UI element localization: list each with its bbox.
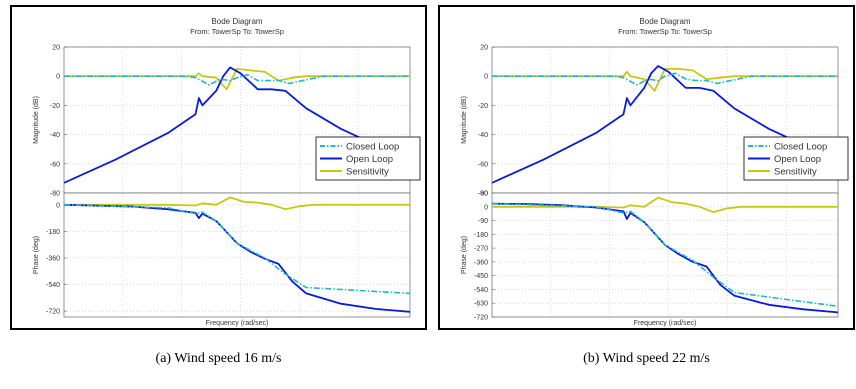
chart-a-phase-ytick-label: -180 <box>46 229 60 236</box>
caption-a: (a) Wind speed 16 m/s <box>155 351 282 366</box>
chart-a-subtitle: From: TowerSp To: TowerSp <box>190 27 284 36</box>
chart-b-magnitude-ytick-label: 20 <box>480 45 488 52</box>
chart-b-phase-ytick-label: -720 <box>474 315 488 322</box>
chart-b-phase-ytick-label: 90 <box>480 191 488 198</box>
chart-a-magnitude-ylabel: Magnitude (dB) <box>33 96 40 144</box>
chart-a-magnitude-ytick-label: 20 <box>52 45 60 52</box>
bode-chart-a: Bode Diagram From: TowerSp To: TowerSp 20 0… <box>10 5 427 330</box>
chart-b-magnitude-ytick-label: -80 <box>478 191 488 198</box>
chart-a-phase-ytick-label: -720 <box>46 309 60 316</box>
chart-a-phase-series-sensitivity <box>64 196 410 211</box>
chart-b-legend-label-sensitivity: Sensitivity <box>774 167 817 178</box>
chart-a-phase-series-closed-loop <box>64 204 410 295</box>
chart-a-magnitude-series-group <box>64 66 410 184</box>
chart-a-magnitude-series-sensitivity <box>64 68 410 91</box>
chart-b-magnitude-series-group <box>492 65 838 184</box>
chart-b-legend-label-open-loop: Open Loop <box>774 154 821 165</box>
chart-b-magnitude-ytick-label: -60 <box>478 161 488 168</box>
chart-a-magnitude-series-closed-loop <box>64 73 410 86</box>
chart-a-magnitude-ytick-label: -40 <box>50 132 60 139</box>
bode-chart-b: Bode Diagram From: TowerSp To: TowerSp 20 0… <box>438 5 855 330</box>
chart-a-phase-plot-area <box>64 193 410 317</box>
chart-b-phase-ytick-label: -180 <box>474 232 488 239</box>
chart-b-magnitude-series-sensitivity <box>492 68 838 92</box>
chart-a-legend-label-open-loop: Open Loop <box>346 154 393 165</box>
chart-b-phase-ytick-label: 0 <box>484 204 488 211</box>
chart-a-xlabel: Frequency (rad/sec) <box>206 320 269 327</box>
chart-a-phase-ytick-label: -360 <box>46 255 60 262</box>
chart-a-legend-label-sensitivity: Sensitivity <box>346 167 389 178</box>
chart-b-phase-series-sensitivity <box>492 196 838 214</box>
chart-b-phase-ytick-label: -90 <box>478 218 488 225</box>
chart-b-magnitude-series-closed-loop <box>492 72 838 86</box>
chart-b-phase-series-group <box>492 196 838 314</box>
chart-a-phase-series-group <box>64 196 410 313</box>
chart-b-magnitude-ytick-label: -40 <box>478 132 488 139</box>
chart-a-phase-frame <box>63 192 411 318</box>
chart-a-magnitude-ytick-label: -20 <box>50 103 60 110</box>
chart-a-phase-ylabel: Phase (deg) <box>33 236 40 274</box>
caption-b: (b) Wind speed 22 m/s <box>583 351 710 366</box>
chart-a-magnitude-series-open-loop <box>64 66 410 184</box>
chart-b-magnitude-ytick-label: 0 <box>484 74 488 81</box>
chart-a-magnitude-ytick-label: 0 <box>56 74 60 81</box>
chart-b-magnitude-series-open-loop <box>492 65 838 184</box>
chart-b-legend-label-closed-loop: Closed Loop <box>774 142 827 153</box>
chart-a-magnitude-ytick-label: -60 <box>50 161 60 168</box>
chart-b-phase-ytick-label: -450 <box>474 273 488 280</box>
chart-b-phase-ylabel: Phase (deg) <box>461 236 468 274</box>
chart-a-phase-ytick-label: -540 <box>46 282 60 289</box>
chart-a-magnitude-ytick-label: -80 <box>50 191 60 198</box>
chart-b-phase-ytick-label: -360 <box>474 259 488 266</box>
chart-b-phase-series-closed-loop <box>492 202 838 308</box>
chart-a-title: Bode Diagram <box>211 17 262 26</box>
chart-b-phase-ytick-label: -270 <box>474 246 488 253</box>
chart-b-title: Bode Diagram <box>639 17 690 26</box>
chart-a-legend-label-closed-loop: Closed Loop <box>346 142 399 153</box>
chart-b-phase-ytick-label: -630 <box>474 301 488 308</box>
chart-b-xlabel: Frequency (rad/sec) <box>634 320 697 327</box>
chart-b-magnitude-ytick-label: -20 <box>478 103 488 110</box>
chart-a-phase-ytick-label: 0 <box>56 202 60 209</box>
chart-b-phase-frame <box>491 192 839 318</box>
chart-b-phase-plot-area <box>492 193 838 317</box>
chart-b-subtitle: From: TowerSp To: TowerSp <box>618 27 712 36</box>
chart-b-phase-ytick-label: -540 <box>474 287 488 294</box>
chart-b-magnitude-ylabel: Magnitude (dB) <box>461 96 468 144</box>
